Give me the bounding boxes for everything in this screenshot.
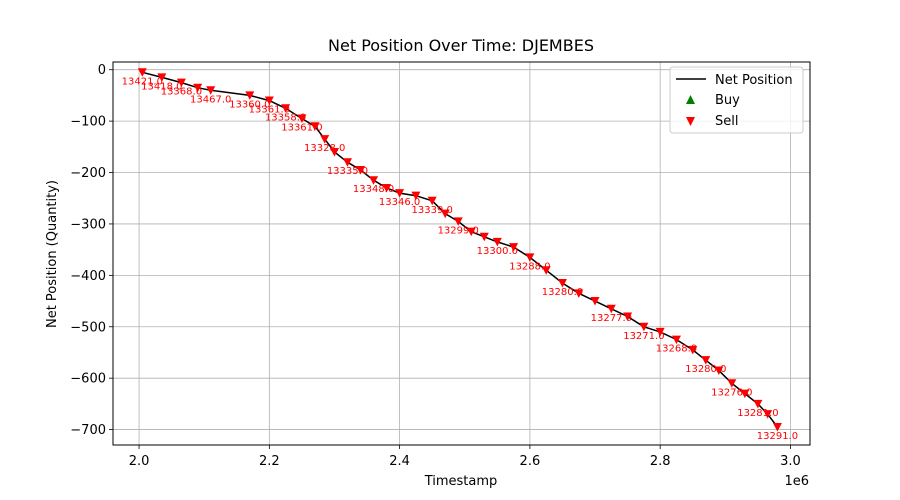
legend-buy-swatch (686, 95, 695, 104)
x-tick-label: 2.8 (650, 454, 671, 469)
sell-marker (671, 335, 681, 345)
price-label: 13277.0 (591, 313, 632, 324)
sell-marker (329, 147, 339, 157)
price-label: 13299.0 (438, 225, 479, 236)
x-tick-label: 2.0 (129, 454, 150, 469)
sell-marker (763, 410, 773, 419)
legend-buy-label: Buy (715, 93, 740, 108)
sell-marker (427, 196, 437, 206)
price-label: 13328.0 (304, 143, 345, 154)
sell-marker (727, 379, 737, 388)
sell-marker (206, 86, 216, 95)
sell-marker (440, 209, 450, 219)
sell-marker (466, 227, 476, 237)
sell-marker (369, 176, 379, 185)
y-tick-label: −600 (70, 372, 106, 387)
price-label: 13280.0 (542, 287, 583, 298)
sell-marker (245, 91, 255, 100)
sell-marker (395, 189, 405, 198)
x-tick-label: 2.6 (520, 454, 541, 469)
price-label: 13271.0 (623, 331, 664, 342)
sell-marker (753, 399, 763, 409)
price-label: 13280.0 (685, 364, 726, 375)
y-tick-label: −100 (70, 115, 106, 130)
price-label: 13361.0 (281, 123, 322, 134)
price-label: 13291.0 (757, 431, 798, 442)
sell-marker (688, 345, 698, 355)
sell-marker (714, 366, 724, 375)
price-label: 13276.0 (711, 387, 752, 398)
price-label: 13281.0 (737, 408, 778, 419)
sell-marker (157, 73, 167, 82)
sell-marker (772, 423, 782, 432)
sell-marker (343, 158, 353, 167)
sell-marker (176, 78, 186, 88)
sell-marker (541, 266, 551, 275)
sell-marker (411, 191, 421, 201)
price-label: 13360.0 (229, 99, 270, 110)
sell-marker (356, 165, 366, 175)
legend: Net Position Buy Sell (669, 66, 804, 134)
price-label: 13358.0 (265, 112, 306, 123)
price-label: 13368.0 (161, 87, 202, 98)
price-label: 13348.0 (353, 184, 394, 195)
sell-marker (701, 356, 711, 365)
sell-marker (509, 243, 519, 252)
plot-frame (112, 61, 811, 446)
legend-box (669, 66, 804, 134)
sell-marker (193, 83, 203, 93)
y-tick-label: 0 (98, 63, 106, 78)
price-label: 13339.0 (412, 205, 453, 216)
x-axis-offset-label: 1e6 (784, 474, 809, 489)
chart-title: Net Position Over Time: DJEMBES (328, 36, 594, 55)
sell-marker (740, 389, 750, 399)
sell-marker (320, 135, 330, 144)
sell-marker (310, 122, 320, 131)
x-tick-label: 2.2 (259, 454, 280, 469)
y-tick-label: −700 (70, 423, 106, 438)
axis-ticks: 2.0 2.2 2.4 2.6 2.8 3.0 0 −100 −200 −300 −400 −500 −… (70, 63, 801, 469)
sell-marker (525, 253, 535, 262)
sell-marker (137, 68, 147, 77)
price-label: 13467.0 (190, 94, 231, 105)
price-labels-layer: 13421.013418.013368.013467.013360.013361… (122, 76, 798, 442)
sell-marker (297, 114, 307, 124)
sell-marker (492, 237, 502, 247)
legend-sell-label: Sell (715, 114, 738, 129)
sell-marker (453, 217, 463, 226)
y-axis-title: Net Position (Quantity) (45, 180, 60, 328)
legend-sell-swatch (686, 117, 695, 126)
x-tick-label: 3.0 (780, 454, 801, 469)
x-tick-label: 2.4 (389, 454, 410, 469)
sell-marker (281, 104, 291, 113)
price-label: 13288.0 (509, 261, 550, 272)
price-label: 13335.0 (327, 166, 368, 177)
legend-net-position-label: Net Position (715, 73, 793, 88)
y-tick-label: −400 (70, 269, 106, 284)
sell-markers-layer (137, 68, 782, 432)
sell-marker (264, 96, 274, 106)
sell-marker (590, 297, 600, 306)
price-label: 13421.0 (122, 76, 163, 87)
sell-marker (639, 322, 649, 332)
sell-marker (655, 327, 665, 337)
price-label: 13300.0 (477, 246, 518, 257)
price-label: 13268.0 (656, 344, 697, 355)
price-label: 13346.0 (379, 197, 420, 208)
sell-marker (382, 183, 392, 193)
sell-marker (606, 304, 616, 314)
price-label: 13418.0 (141, 81, 182, 92)
sell-marker (479, 232, 489, 242)
x-axis-title: Timestamp (424, 474, 498, 489)
sell-marker (574, 289, 584, 298)
y-tick-label: −200 (70, 166, 106, 181)
sell-marker (557, 279, 567, 288)
y-tick-label: −300 (70, 217, 106, 232)
y-tick-label: −500 (70, 320, 106, 335)
price-label: 13361.0 (249, 105, 290, 116)
sell-marker (623, 312, 633, 321)
